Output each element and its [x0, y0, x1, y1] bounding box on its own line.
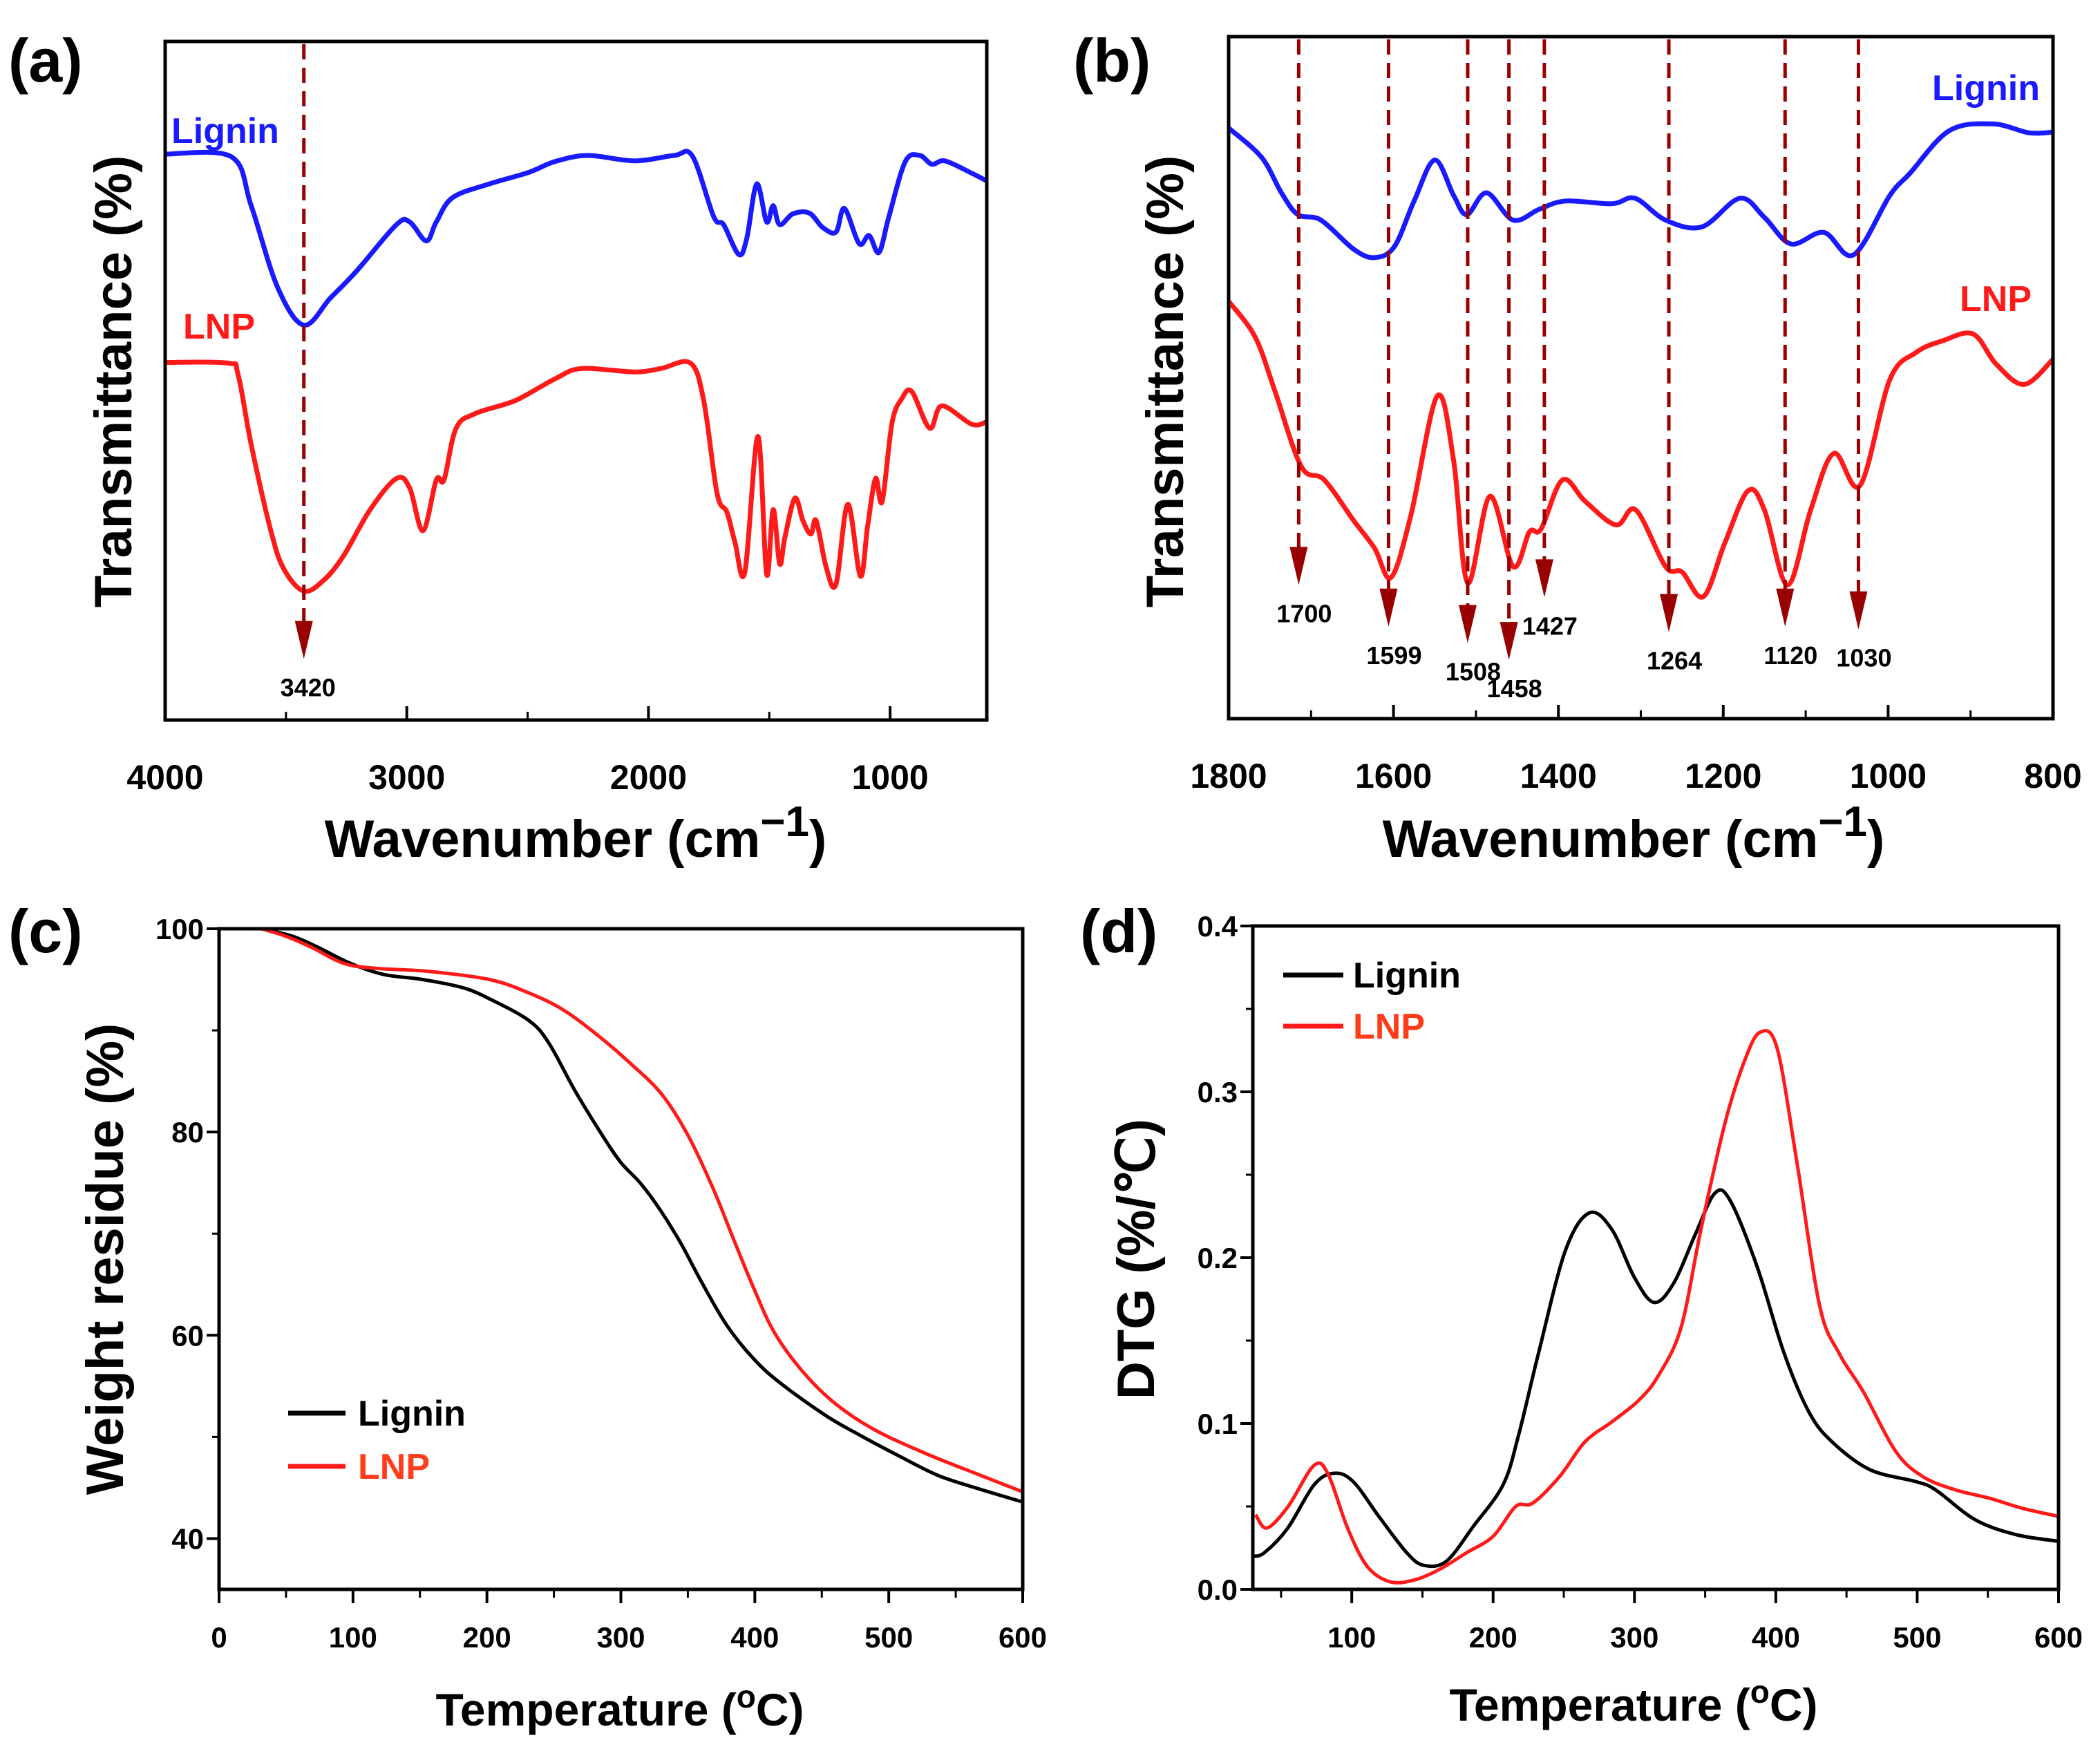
- arrow-down-icon: [1849, 591, 1868, 630]
- x-axis-title-sup: o: [1750, 1674, 1770, 1710]
- y-axis-title-a: Transmittance (%): [84, 155, 143, 608]
- x-tick-label: 200: [1469, 1621, 1517, 1654]
- panel-c-tga: (c) Weight residue (%) Temperature (oC) …: [8, 897, 1047, 1735]
- x-tick-label: 1000: [852, 758, 929, 797]
- x-tick-label: 1600: [1355, 757, 1432, 795]
- peak-label: 1427: [1522, 612, 1578, 640]
- x-tick-label: 500: [1893, 1621, 1941, 1654]
- x-tick-label: 400: [1752, 1621, 1800, 1654]
- x-tick-label: 600: [2034, 1621, 2083, 1654]
- arrow-down-icon: [1535, 559, 1553, 598]
- x-tick-label: 4000: [126, 758, 203, 797]
- x-tick-label: 1000: [1850, 757, 1927, 795]
- x-tick-label: 100: [329, 1621, 377, 1654]
- x-axis-title-d: Temperature (oC): [1450, 1674, 1818, 1730]
- legend-label-lignin: Lignin: [1353, 956, 1461, 996]
- panel-b-ftir-zoom: (b) Transmittance (%) Wavenumber (cm−1) …: [1073, 26, 2082, 869]
- x-tick-label: 2000: [610, 758, 687, 797]
- x-axis-title-end: C): [756, 1684, 804, 1735]
- x-axis-title-sup: −1: [760, 798, 809, 846]
- x-axis-title-end: ): [809, 810, 826, 869]
- panel-label-d: (d): [1080, 897, 1157, 965]
- panel-d-dtg: (d) DTG (%/℃) Temperature (oC) Lignin LN…: [1080, 897, 2083, 1730]
- series-line-lnp: [164, 359, 987, 594]
- y-tick-label: 80: [171, 1116, 204, 1148]
- x-tick-label: 0: [211, 1621, 227, 1654]
- arrow-down-icon: [1660, 594, 1678, 632]
- legend-label-lignin: Lignin: [358, 1394, 466, 1434]
- legend: Lignin LNP: [1283, 956, 1461, 1047]
- series-line-lignin: [1227, 121, 2054, 261]
- x-tick-label: 100: [1327, 1621, 1376, 1654]
- y-tick-label: 0.3: [1198, 1076, 1238, 1108]
- x-tick-label: 300: [596, 1621, 645, 1654]
- y-tick-label: 0.1: [1198, 1408, 1238, 1440]
- x-tick-label: 300: [1610, 1621, 1658, 1654]
- legend-label-lnp: LNP: [358, 1447, 430, 1487]
- series-label-lignin: Lignin: [1932, 68, 2040, 108]
- x-axis-title-c: Temperature (oC): [436, 1679, 804, 1735]
- plot-frame: [163, 39, 989, 722]
- arrow-down-icon: [1458, 605, 1477, 643]
- x-axis-title-end: ): [1867, 810, 1884, 869]
- y-axis-title-d: DTG (%/℃): [1107, 1119, 1166, 1399]
- panel-a-ftir: (a) Transmittance (%) Wavenumber (cm−1) …: [8, 26, 989, 869]
- series-line-lnp: [1254, 1029, 2059, 1585]
- x-tick-label: 1200: [1685, 757, 1761, 795]
- x-tick-label: 1800: [1190, 757, 1267, 795]
- x-tick-label: 600: [999, 1621, 1047, 1654]
- x-axis-title-end: C): [1770, 1679, 1818, 1730]
- series-line-lnp: [261, 927, 1023, 1494]
- x-tick-label: 1400: [1520, 757, 1597, 795]
- peak-label: 1458: [1487, 674, 1542, 703]
- x-tick-label: 500: [864, 1621, 913, 1654]
- arrow-down-icon: [294, 621, 313, 659]
- peak-label: 1120: [1763, 641, 1817, 670]
- y-tick-label: 40: [171, 1522, 204, 1555]
- x-tick-label: 3000: [368, 758, 445, 797]
- series-label-lnp: LNP: [183, 307, 255, 347]
- peak-label: 1030: [1836, 644, 1891, 672]
- x-axis-title-main: Wavenumber (cm: [1383, 810, 1819, 869]
- series-label-lignin: Lignin: [171, 111, 279, 151]
- arrow-down-icon: [1776, 588, 1795, 627]
- x-axis-title-b: Wavenumber (cm−1): [1383, 798, 1885, 869]
- legend-label-lnp: LNP: [1353, 1007, 1425, 1047]
- x-tick-label: 200: [463, 1621, 511, 1654]
- x-axis-title-main: Wavenumber (cm: [325, 810, 761, 869]
- peak-label: 1508: [1446, 657, 1501, 686]
- peak-label: 3420: [281, 674, 336, 702]
- y-tick-label: 0.0: [1198, 1573, 1238, 1606]
- y-axis-title-c: Weight residue (%): [76, 1023, 135, 1495]
- panel-label-c: (c): [8, 897, 83, 965]
- x-axis-title-main: Temperature (: [1450, 1679, 1750, 1730]
- x-tick-label: 800: [2024, 757, 2081, 795]
- panel-label-a: (a): [8, 26, 83, 95]
- series-line-lignin: [261, 927, 1023, 1504]
- y-tick-label: 0.4: [1198, 910, 1238, 943]
- y-tick-label: 0.2: [1198, 1242, 1238, 1274]
- series-line-lignin: [164, 149, 987, 328]
- arrow-down-icon: [1379, 588, 1398, 627]
- peak-label: 1700: [1276, 600, 1332, 628]
- arrow-down-icon: [1289, 547, 1308, 585]
- x-axis-title-sup: −1: [1818, 798, 1867, 846]
- peak-label: 1599: [1366, 641, 1421, 670]
- y-axis-title-b: Transmittance (%): [1136, 155, 1195, 608]
- series-line-lignin: [1252, 1188, 2059, 1569]
- x-axis-title-sup: o: [737, 1679, 756, 1714]
- x-axis-title-a: Wavenumber (cm−1): [325, 798, 827, 869]
- y-tick-label: 100: [155, 913, 204, 945]
- y-tick-label: 60: [171, 1319, 204, 1352]
- panel-label-b: (b): [1073, 26, 1151, 95]
- legend: Lignin LNP: [288, 1394, 466, 1487]
- arrow-down-icon: [1500, 622, 1518, 661]
- peak-label: 1264: [1647, 647, 1702, 675]
- series-line-lnp: [1227, 299, 2055, 600]
- x-axis-title-main: Temperature (: [436, 1684, 737, 1735]
- series-label-lnp: LNP: [1960, 279, 2032, 319]
- x-tick-label: 400: [730, 1621, 779, 1654]
